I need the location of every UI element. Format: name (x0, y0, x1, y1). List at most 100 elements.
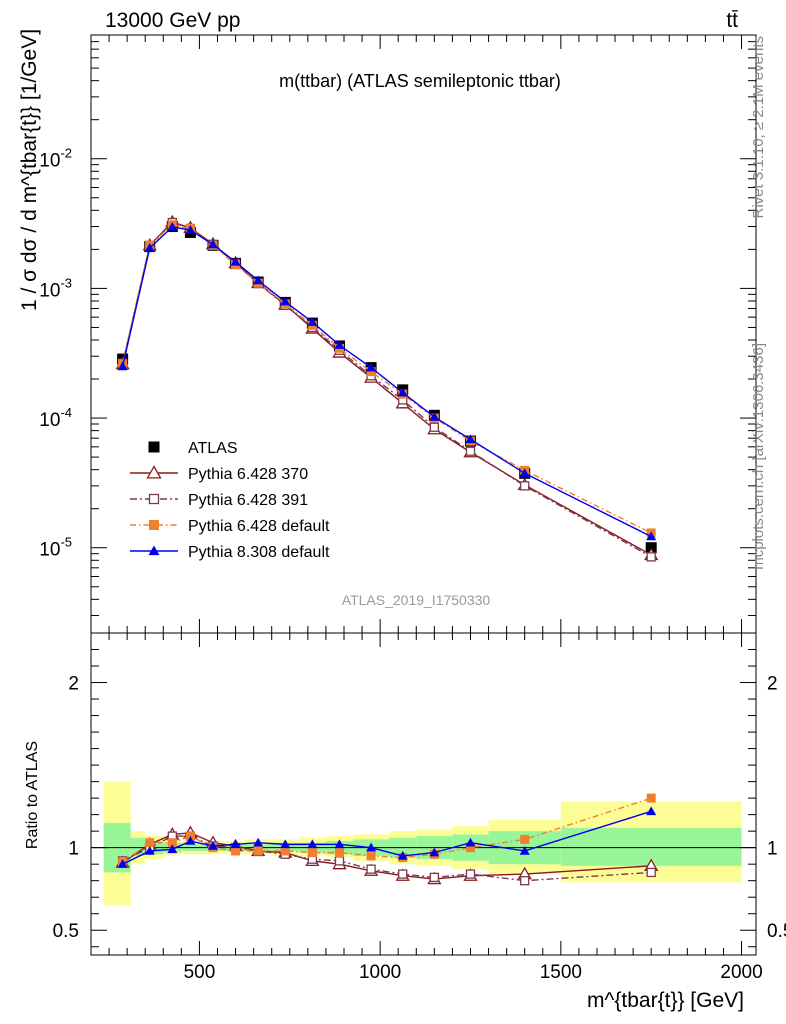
ratio-point-3-2 (167, 844, 178, 854)
ratio-point-1-12 (429, 872, 439, 883)
ratio-point-3-13 (465, 837, 476, 847)
ratio-point-3-0 (117, 859, 128, 868)
ratio-point-2-2 (167, 838, 177, 848)
main-point-4-1 (144, 242, 155, 252)
legend-entry-0: ATLAS (148, 440, 238, 457)
main-point-4-10 (366, 362, 377, 372)
y-tick-label-exp-1: -4 (60, 405, 72, 420)
main-point-4-0 (117, 361, 128, 371)
series-layer (115, 214, 659, 886)
legend-label-4: Pythia 8.308 default (188, 544, 330, 561)
process-label: tt̄ (726, 9, 738, 32)
ratio-point-1-11 (398, 869, 408, 879)
ratio-point-1-14 (520, 876, 530, 886)
ratio-point-3-7 (280, 839, 291, 849)
ratio-point-3-10 (366, 842, 377, 852)
ratio-point-2-15 (646, 793, 656, 803)
x-tick-label-2: 1500 (540, 962, 582, 983)
ratio-series-line-1 (122, 835, 652, 882)
main-point-4-8 (307, 317, 318, 326)
ratio-point-3-12 (429, 847, 440, 857)
main-point-4-7 (280, 296, 291, 306)
legend-label-0: ATLAS (188, 440, 238, 457)
x-axis-label: m^{tbar{t}} [GeV] (587, 989, 744, 1012)
y-tick-label-exp-2: -3 (60, 275, 72, 290)
main-series-line-4 (121, 226, 652, 538)
main-series-3 (118, 220, 656, 538)
main-point-4-9 (334, 340, 345, 349)
y-tick-label-ratio-0: 0.5 (53, 921, 79, 942)
main-series-line-2 (121, 221, 652, 558)
y-tick-label-main-0: 10-5 (39, 535, 72, 561)
ratio-point-1-9 (334, 856, 345, 866)
main-point-4-4 (207, 239, 218, 249)
x-tick-label-1: 1000 (359, 962, 401, 983)
main-point-4-6 (253, 275, 264, 285)
ratio-point-2-10 (366, 851, 376, 861)
main-point-4-2 (167, 221, 178, 231)
ratio-point-3-9 (334, 839, 345, 849)
axes-layer: 500 1000 1500 2000 10-5 10-4 10-3 10-2 0.5 0.5 1 1 2… (39, 34, 786, 983)
y-tick-label-ratio-right-2: 2 (767, 674, 778, 695)
main-point-4-11 (397, 387, 408, 397)
legend: ATLAS Pythia 6.428 370 Pythia 6.428 391 Pyt… (130, 440, 330, 561)
y-tick-label-ratio-right-0: 0.5 (767, 921, 786, 942)
ratio-series-3 (117, 806, 657, 868)
ratio-point-3-11 (397, 850, 408, 860)
main-point-2-14 (520, 481, 530, 491)
y-tick-label-main-1: 10-4 (39, 405, 72, 431)
legend-entry-3: Pythia 6.428 default (130, 518, 330, 535)
y-axis-label-ratio: Ratio to ATLAS (24, 741, 41, 849)
ratio-point-2-1 (145, 838, 155, 848)
y-tick-label-ratio-2: 2 (68, 674, 79, 695)
main-point-4-13 (465, 434, 476, 444)
main-point-3-10 (366, 367, 376, 377)
ratio-point-2-5 (231, 846, 241, 856)
main-series-4 (117, 221, 657, 541)
main-point-2-13 (465, 446, 476, 456)
ratio-panel-frame (90, 632, 757, 956)
main-point-4-12 (429, 411, 440, 421)
y-tick-label-exp-3: -2 (60, 146, 72, 161)
legend-marker-0 (148, 441, 160, 453)
y-tick-label-main-3: 10-2 (39, 146, 72, 172)
ratio-series-line-3 (122, 810, 652, 865)
main-point-4-15 (646, 531, 657, 541)
legend-marker-3 (149, 520, 159, 530)
legend-entry-1: Pythia 6.428 370 (130, 465, 308, 483)
ratio-point-1-10 (366, 864, 376, 874)
ratio-point-3-3 (185, 836, 196, 845)
ratio-point-1-13 (465, 869, 476, 879)
legend-entry-2: Pythia 6.428 391 (130, 492, 308, 509)
legend-marker-4 (148, 545, 160, 556)
legend-label-3: Pythia 6.428 default (188, 518, 330, 535)
y-tick-label-ratio-1: 1 (68, 839, 79, 860)
ratio-point-3-6 (253, 837, 264, 847)
ratio-point-2-7 (280, 846, 290, 856)
legend-entry-4: Pythia 8.308 default (130, 544, 330, 561)
ratio-series-line-2 (122, 797, 652, 864)
ratio-point-2-6 (253, 846, 263, 856)
main-point-4-5 (230, 256, 241, 266)
legend-marker-1 (146, 465, 162, 479)
main-plot-title: m(ttbar) (ATLAS semileptonic ttbar) (279, 71, 561, 91)
legend-marker-2 (148, 493, 160, 505)
ratio-point-2-8 (307, 848, 317, 858)
y-axis-label-main: 1 / σ dσ / d m^{tbar{t}} [1/GeV] (18, 29, 41, 311)
ratio-point-3-5 (230, 839, 241, 849)
main-point-2-12 (429, 422, 439, 432)
y-tick-label-ratio-right-1: 1 (767, 839, 778, 860)
ratio-point-2-9 (334, 848, 344, 858)
ratio-point-3-14 (519, 845, 530, 855)
ratio-point-3-4 (207, 841, 218, 850)
main-point-4-3 (185, 225, 196, 234)
ratio-point-3-15 (646, 806, 657, 816)
mcplots-label: mcplots.cern.ch [arXiv:1306.3436] (750, 343, 767, 570)
ratio-point-3-8 (307, 839, 318, 849)
y-tick-label-exp-0: -5 (60, 535, 72, 550)
ratio-point-2-13 (465, 843, 475, 853)
legend-label-1: Pythia 6.428 370 (188, 466, 308, 483)
ratio-point-3-1 (144, 845, 155, 855)
